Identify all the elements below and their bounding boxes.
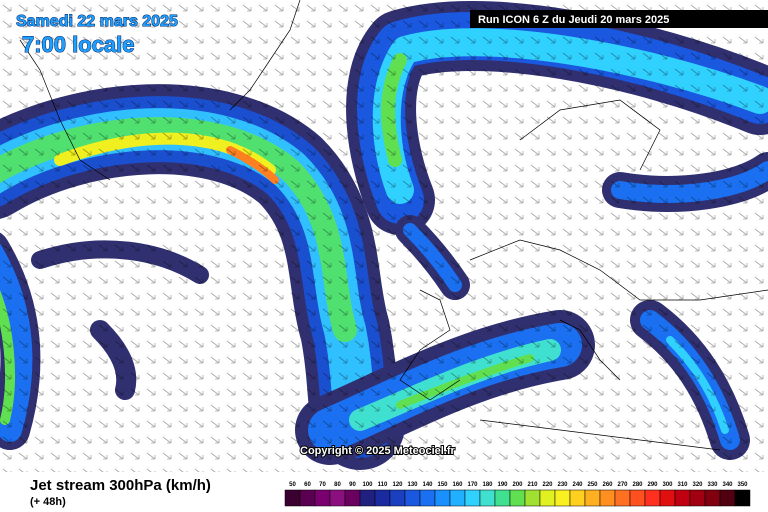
legend-label: 340 bbox=[722, 482, 733, 488]
legend-swatch bbox=[719, 489, 736, 507]
run-label: Run ICON 6 Z du Jeudi 20 mars 2025 bbox=[478, 14, 669, 26]
legend-label: 120 bbox=[392, 482, 403, 488]
wind-arrows bbox=[0, 0, 768, 472]
legend-label: 280 bbox=[632, 482, 643, 488]
legend-label: 350 bbox=[737, 482, 748, 488]
legend-label: 180 bbox=[482, 482, 493, 488]
legend-swatch bbox=[629, 489, 646, 507]
legend-label: 230 bbox=[557, 482, 568, 488]
legend-label: 60 bbox=[304, 482, 311, 488]
legend-swatch bbox=[299, 489, 316, 507]
legend-label: 320 bbox=[692, 482, 703, 488]
map-date: Samedi 22 mars 2025 bbox=[16, 13, 178, 30]
legend-swatch bbox=[359, 489, 376, 507]
legend-label: 80 bbox=[334, 482, 341, 488]
legend-swatch bbox=[389, 489, 406, 507]
legend-swatch bbox=[659, 489, 676, 507]
legend-label: 270 bbox=[617, 482, 628, 488]
legend-swatch bbox=[509, 489, 526, 507]
legend-label: 250 bbox=[587, 482, 598, 488]
run-box bbox=[470, 10, 768, 28]
legend-swatch bbox=[419, 489, 436, 507]
legend-swatch bbox=[554, 489, 571, 507]
legend-label: 330 bbox=[707, 482, 718, 488]
legend-label: 300 bbox=[662, 482, 673, 488]
map-time: 7:00 locale bbox=[22, 32, 135, 57]
legend-label: 70 bbox=[319, 482, 326, 488]
legend-swatch bbox=[329, 489, 346, 507]
legend-label: 200 bbox=[512, 482, 523, 488]
legend-label: 170 bbox=[467, 482, 478, 488]
legend-label: 220 bbox=[542, 482, 553, 488]
legend-label: 100 bbox=[362, 482, 373, 488]
legend-swatch bbox=[599, 489, 616, 507]
legend-label: 50 bbox=[289, 482, 296, 488]
copyright: Copyright © 2025 Meteociel.fr bbox=[300, 445, 456, 457]
legend-label: 190 bbox=[497, 482, 508, 488]
legend-swatch bbox=[674, 489, 691, 507]
legend-swatch bbox=[614, 489, 631, 507]
legend-swatch bbox=[314, 489, 331, 507]
legend-label: 290 bbox=[647, 482, 658, 488]
color-legend: 50 60 70 80 90 100 110 120 130 140 150 160 170 180 190… bbox=[284, 482, 751, 507]
legend-swatch bbox=[524, 489, 541, 507]
legend-swatch bbox=[644, 489, 661, 507]
legend-swatch bbox=[494, 489, 511, 507]
legend-label: 130 bbox=[407, 482, 418, 488]
legend-label: 150 bbox=[437, 482, 448, 488]
legend-label: 240 bbox=[572, 482, 583, 488]
coastlines bbox=[19, 0, 768, 451]
legend-label: 160 bbox=[452, 482, 463, 488]
legend-label: 210 bbox=[527, 482, 538, 488]
legend-swatch bbox=[434, 489, 451, 507]
legend-swatch bbox=[449, 489, 466, 507]
legend-swatch bbox=[539, 489, 556, 507]
legend-swatch bbox=[344, 489, 361, 507]
legend-swatch bbox=[284, 489, 301, 507]
footer-title: Jet stream 300hPa (km/h) bbox=[30, 477, 211, 494]
legend-label: 110 bbox=[378, 482, 388, 488]
legend-swatch bbox=[734, 489, 751, 507]
legend-label: 260 bbox=[602, 482, 613, 488]
legend-label: 140 bbox=[422, 482, 433, 488]
legend-label: 310 bbox=[677, 482, 688, 488]
legend-label: 90 bbox=[349, 482, 356, 488]
legend-swatch bbox=[464, 489, 481, 507]
legend-swatch bbox=[689, 489, 706, 507]
legend-swatch bbox=[584, 489, 601, 507]
legend-swatch bbox=[569, 489, 586, 507]
legend-swatch bbox=[374, 489, 391, 507]
legend-swatch bbox=[479, 489, 496, 507]
footer-lead: (+ 48h) bbox=[30, 496, 66, 508]
legend-swatch bbox=[404, 489, 421, 507]
legend-swatch bbox=[704, 489, 721, 507]
